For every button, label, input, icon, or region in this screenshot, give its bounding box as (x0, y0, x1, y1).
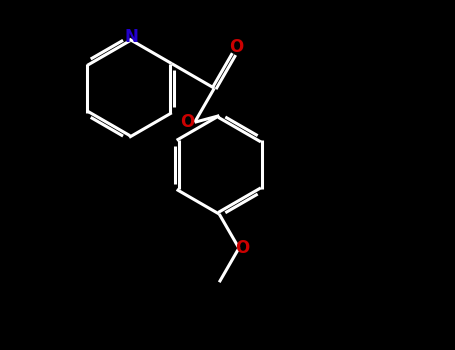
Text: O: O (229, 38, 243, 56)
Text: O: O (181, 113, 195, 131)
Text: O: O (235, 239, 249, 257)
Text: N: N (125, 28, 138, 46)
